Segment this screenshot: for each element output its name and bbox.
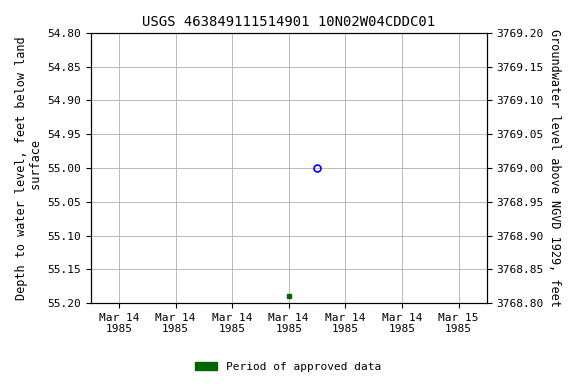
Legend: Period of approved data: Period of approved data: [191, 358, 385, 377]
Y-axis label: Depth to water level, feet below land
 surface: Depth to water level, feet below land su…: [15, 36, 43, 300]
Y-axis label: Groundwater level above NGVD 1929, feet: Groundwater level above NGVD 1929, feet: [548, 29, 561, 307]
Title: USGS 463849111514901 10N02W04CDDC01: USGS 463849111514901 10N02W04CDDC01: [142, 15, 435, 29]
